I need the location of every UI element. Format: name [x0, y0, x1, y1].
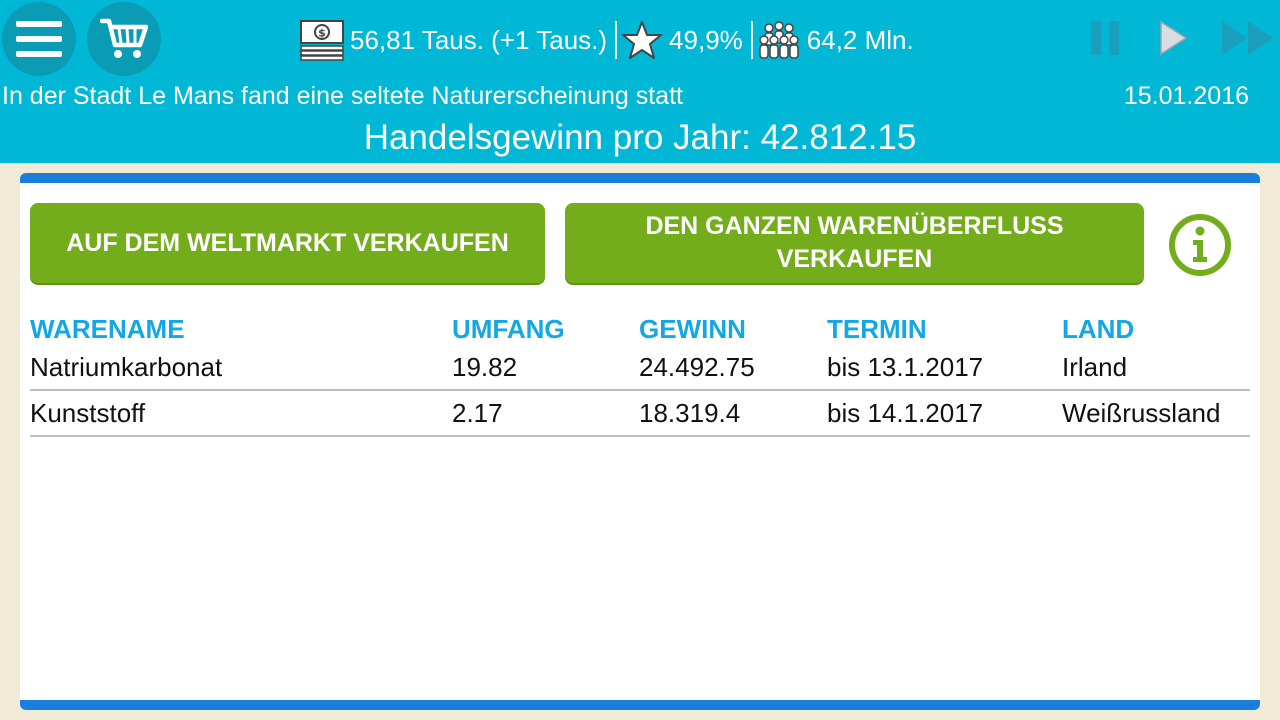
column-header-profit[interactable]: GEWINN: [639, 314, 746, 344]
goods-table: WARENAME UMFANG GEWINN TERMIN LAND Natri…: [30, 305, 1250, 437]
fast-forward-icon: [1222, 21, 1273, 55]
cell-country: Weißrussland: [1062, 390, 1250, 437]
play-icon: [1160, 20, 1188, 56]
stat-divider: [750, 21, 753, 59]
game-date: 15.01.2016: [1123, 82, 1249, 110]
top-bar: $ 56,81 Taus. (+1 Taus.) 49,9%: [0, 0, 1280, 163]
fast-forward-button[interactable]: [1220, 18, 1276, 58]
cell-deadline: bis 14.1.2017: [827, 390, 1062, 437]
cell-goods-name: Kunststoff: [30, 390, 452, 437]
column-header-name[interactable]: WARENAME: [30, 314, 185, 344]
cell-volume: 2.17: [452, 390, 639, 437]
money-stat: $ 56,81 Taus. (+1 Taus.): [300, 19, 607, 61]
hamburger-menu-icon: [16, 21, 62, 57]
svg-text:$: $: [318, 27, 326, 40]
population-stat: 64,2 Mln.: [757, 20, 914, 60]
banknote-icon: $: [300, 19, 344, 61]
stat-divider: [615, 21, 618, 59]
pause-button[interactable]: [1088, 18, 1122, 58]
cell-country: Irland: [1062, 345, 1250, 391]
cell-goods-name: Natriumkarbonat: [30, 345, 452, 391]
cell-profit: 24.492.75: [639, 345, 827, 391]
info-icon: [1169, 214, 1231, 276]
info-button[interactable]: [1168, 213, 1232, 277]
column-header-deadline[interactable]: TERMIN: [827, 314, 927, 344]
population-value: 64,2 Mln.: [806, 24, 914, 55]
pause-icon: [1091, 21, 1119, 55]
cell-profit: 18.319.4: [639, 390, 827, 437]
news-ticker: In der Stadt Le Mans fand eine seltete N…: [2, 82, 683, 110]
menu-button[interactable]: [2, 2, 76, 76]
shopping-cart-icon: [100, 18, 148, 58]
table-row[interactable]: Kunststoff 2.17 18.319.4 bis 14.1.2017 W…: [30, 390, 1250, 437]
table-header-row: WARENAME UMFANG GEWINN TERMIN LAND: [30, 305, 1250, 345]
trade-profit: Handelsgewinn pro Jahr: 42.812.15: [363, 118, 917, 157]
money-value: 56,81 Taus. (+1 Taus.): [350, 24, 608, 55]
cell-deadline: bis 13.1.2017: [827, 345, 1062, 391]
shop-button[interactable]: [87, 2, 161, 76]
rating-value: 49,9%: [669, 24, 743, 55]
sell-world-market-button[interactable]: AUF DEM WELTMARKT VERKAUFEN: [30, 203, 545, 283]
play-button[interactable]: [1156, 18, 1190, 58]
status-stats: $ 56,81 Taus. (+1 Taus.) 49,9%: [300, 14, 914, 66]
star-icon: [621, 20, 663, 60]
column-header-volume[interactable]: UMFANG: [452, 314, 565, 344]
trade-panel: AUF DEM WELTMARKT VERKAUFEN DEN GANZEN W…: [20, 173, 1260, 710]
column-header-country[interactable]: LAND: [1062, 314, 1135, 344]
sell-all-surplus-button[interactable]: DEN GANZEN WARENÜBERFLUSS VERKAUFEN: [565, 203, 1144, 283]
cell-volume: 19.82: [452, 345, 639, 391]
people-icon: [757, 20, 801, 60]
table-row[interactable]: Natriumkarbonat 19.82 24.492.75 bis 13.1…: [30, 345, 1250, 391]
rating-stat: 49,9%: [621, 20, 743, 60]
